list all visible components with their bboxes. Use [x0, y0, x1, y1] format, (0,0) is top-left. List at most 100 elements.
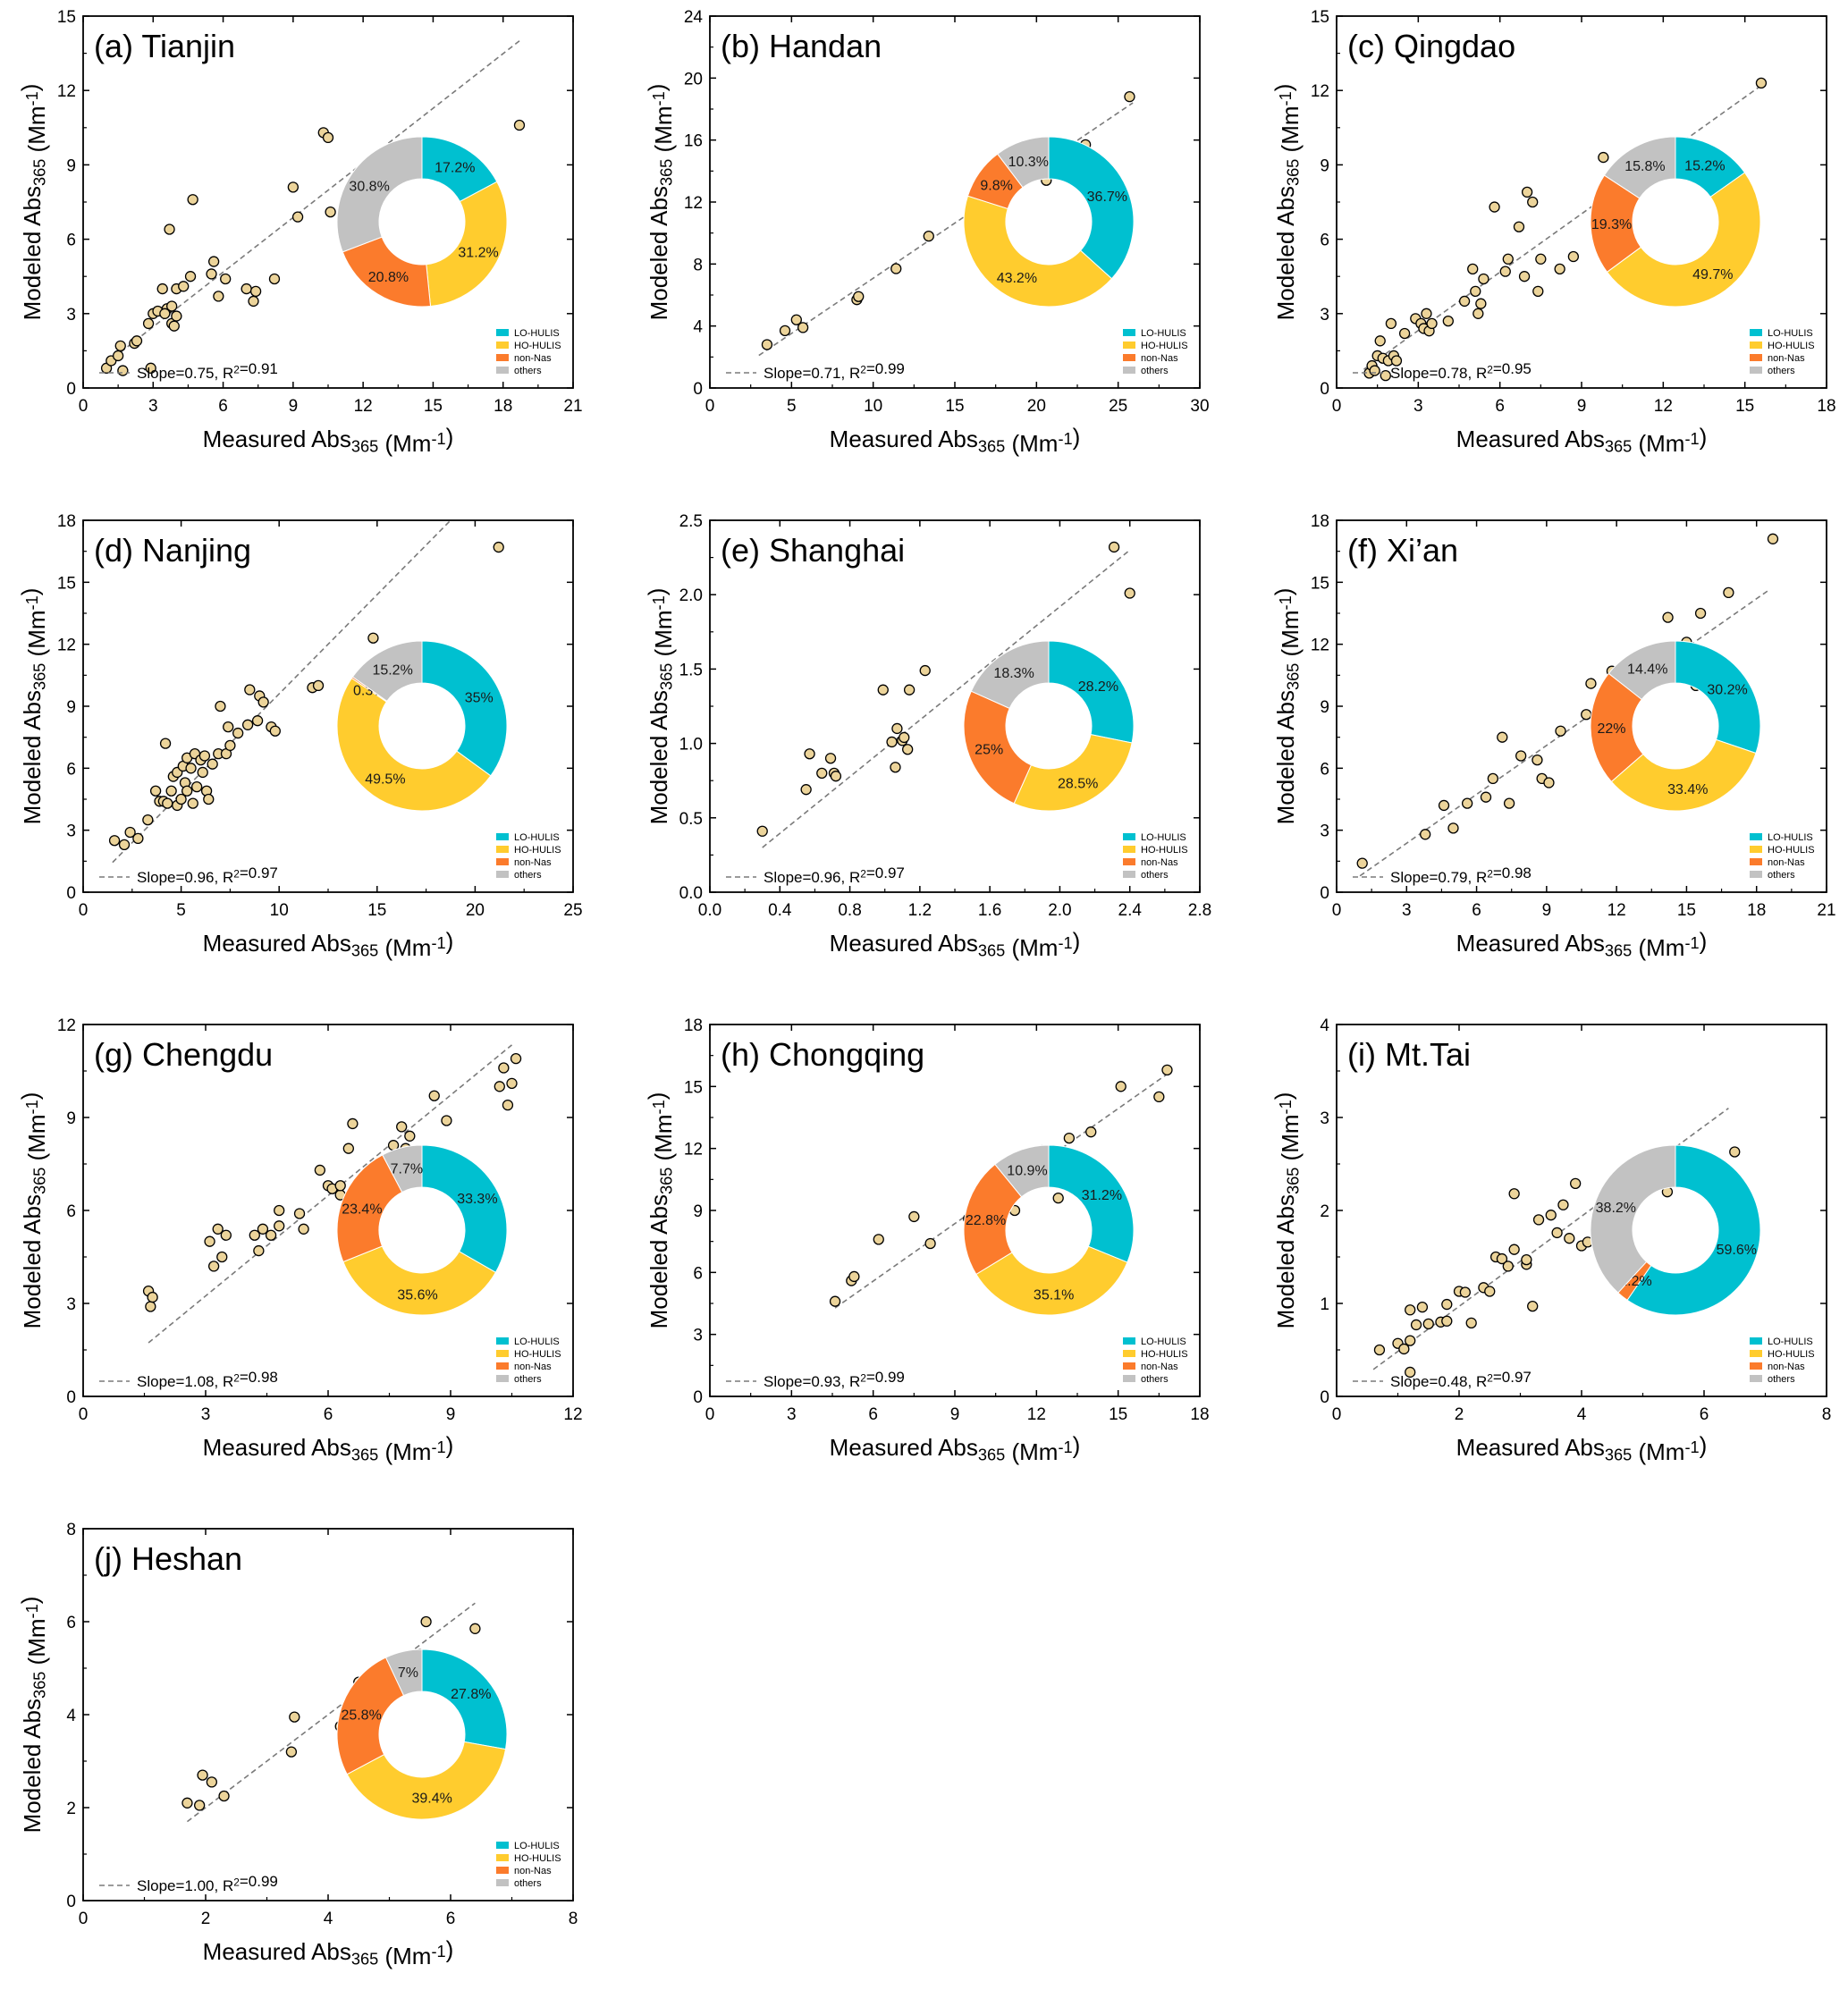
data-point	[1502, 253, 1514, 265]
x-tick-label: 0	[1332, 397, 1342, 416]
donut-chart: 59.6%2.2%38.2%	[1590, 1144, 1761, 1316]
x-tick-label: 21	[1817, 901, 1835, 920]
y-tick-label: 12	[684, 1141, 703, 1159]
donut-chart: 17.2% 31.2% 20.8% 30.8%	[336, 136, 508, 308]
data-point	[1472, 308, 1484, 319]
data-point	[899, 731, 910, 744]
donut-slice-label: 17.2%	[435, 161, 475, 176]
donut-slice	[382, 1144, 423, 1193]
data-point	[506, 1077, 518, 1090]
y-tick-label: 4	[1320, 1016, 1329, 1035]
panel: 0 2 4 6 8 0 2 4 6 8 Measured Abs365​ (Mm-1​) Modele…	[16, 1521, 578, 1969]
data-point	[108, 835, 121, 847]
legend-swatch	[496, 342, 509, 349]
data-point	[924, 1237, 936, 1250]
x-tick-label: 9	[289, 397, 299, 416]
panel: 0 5 10 15 20 25 30 0 4 8 12 16 20 24 Measured Abs365​ …	[643, 8, 1209, 457]
y-tick-label: 3	[66, 1295, 76, 1314]
panel-title: (h) Chongqing	[721, 1036, 924, 1073]
donut-slice-label: 20.8%	[368, 270, 409, 285]
data-point	[223, 721, 234, 733]
donut-slice-label: 30.2%	[1707, 682, 1747, 697]
x-tick-label: 12	[354, 397, 373, 416]
data-point	[257, 696, 269, 708]
legend-swatch	[496, 1362, 509, 1370]
data-point	[779, 325, 791, 337]
data-point	[1729, 1146, 1741, 1158]
x-tick-label: 0	[79, 397, 89, 416]
x-tick-label: 6	[1495, 397, 1505, 416]
data-point	[132, 832, 144, 845]
data-point	[830, 771, 842, 782]
data-point	[1426, 317, 1438, 330]
data-point	[1585, 678, 1597, 689]
data-point	[873, 1234, 884, 1245]
x-tick-label: 15	[367, 901, 386, 920]
y-tick-label: 12	[1311, 82, 1329, 101]
y-tick-label: 8	[66, 1521, 76, 1539]
y-axis-title: Modeled Abs365​ (Mm-1​)	[643, 1092, 677, 1329]
fit-line	[105, 40, 520, 364]
plot-area	[100, 40, 526, 376]
x-tick-label: 0	[79, 1910, 89, 1928]
y-tick-label: 12	[1311, 637, 1329, 655]
legend-label: LO-HULIS	[1141, 832, 1186, 843]
y-axis-title: Modeled Abs365​ (Mm-1​)	[643, 84, 677, 321]
data-point	[877, 684, 889, 696]
data-point	[1085, 1126, 1097, 1138]
legend-swatch	[1750, 329, 1762, 336]
legend-label: LO-HULIS	[1141, 1337, 1186, 1347]
data-point	[1564, 1233, 1575, 1244]
data-point	[207, 758, 218, 770]
data-point	[891, 722, 903, 735]
data-point	[232, 727, 244, 739]
legend-swatch	[496, 858, 509, 865]
data-point	[1598, 151, 1609, 164]
y-tick-label: 16	[684, 132, 703, 151]
x-tick-label: 15	[945, 397, 964, 416]
data-point	[204, 1235, 215, 1247]
legend-swatch	[496, 354, 509, 361]
data-point	[1767, 533, 1779, 544]
legend-swatch	[496, 1842, 509, 1849]
y-tick-label: 0	[693, 380, 703, 399]
legend-label: non-Nas	[514, 1866, 552, 1876]
data-point	[253, 1244, 265, 1257]
data-point	[1662, 611, 1674, 623]
legend-swatch	[496, 846, 509, 853]
legend-swatch	[496, 1867, 509, 1874]
donut-slice	[1013, 733, 1133, 812]
panel: 0 3 6 9 12 15 18 0 3 6 9 12 15 18 Measured Abs365​ (Mm…	[643, 1016, 1209, 1465]
panel-title: (b) Handan	[721, 28, 882, 64]
data-point	[498, 1062, 510, 1074]
donut-slice-label: 31.2%	[458, 246, 498, 261]
x-tick-label: 2	[1455, 1405, 1464, 1424]
donut-slice-label: 7%	[398, 1665, 418, 1681]
plot-area	[142, 1044, 522, 1344]
legend-swatch	[1750, 846, 1762, 853]
donut-chart: 28.2% 28.5% 25% 18.3%	[963, 640, 1135, 812]
donut-slice	[346, 1741, 507, 1820]
data-point	[1521, 1253, 1532, 1266]
legend-label: HO-HULIS	[514, 845, 561, 856]
legend-label: non-Nas	[1141, 353, 1178, 364]
data-point	[185, 763, 197, 774]
x-axis-title: Measured Abs365​ (Mm-1​)	[203, 927, 454, 961]
legend-label: non-Nas	[1768, 857, 1805, 868]
donut-slice	[421, 1144, 508, 1274]
x-tick-label: 9	[1577, 397, 1587, 416]
y-tick-label: 1	[1320, 1295, 1329, 1314]
donut-slice-label: 9.8%	[980, 179, 1012, 194]
x-tick-label: 3	[148, 397, 158, 416]
x-tick-label: 20	[1027, 397, 1046, 416]
legend-swatch	[1750, 833, 1762, 840]
y-tick-label: 2	[1320, 1202, 1329, 1221]
legend-label: others	[514, 366, 542, 376]
data-point	[1398, 327, 1411, 340]
data-point	[216, 1251, 228, 1263]
data-point	[1489, 201, 1500, 213]
legend-swatch	[496, 1337, 509, 1345]
